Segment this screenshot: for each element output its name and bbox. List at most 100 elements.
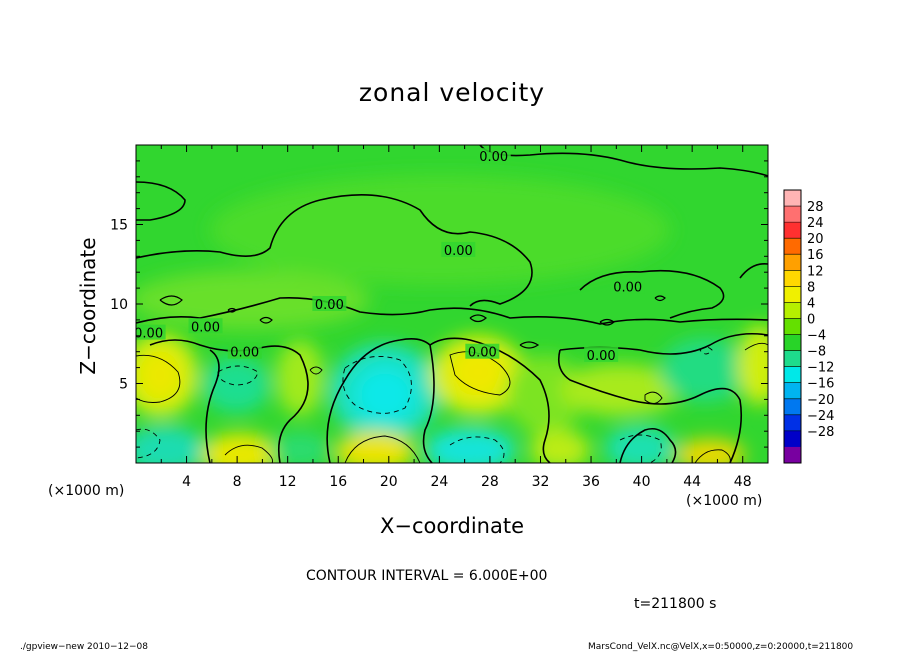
shade-blob [738,325,768,405]
contour-label-bg [312,296,347,311]
x-ticks: 4 8 12 16 20 24 28 32 36 40 44 48 [160,145,752,490]
contour-label: 0.00 [191,320,220,335]
colorbar-label: −24 [807,409,834,424]
x-tick-label: 32 [532,474,550,490]
plot-area: 0.00 0.00 0.00 0.00 0.00 0.00 0.00 0.00 0.00 [134,145,768,463]
negative-contours [136,346,713,463]
x-tick-label: 12 [279,474,297,490]
colorbar-swatch [784,222,801,239]
shade-blob [675,439,745,463]
x-unit-left: (×1000 m) [48,483,125,499]
colorbar-frame [783,189,802,464]
colorbar-swatch [784,190,801,207]
positive-contour [136,354,181,403]
shade-blob [335,432,415,463]
colorbar-swatch [784,350,801,368]
shade-blob [270,432,330,463]
colorbar-label: 24 [807,216,824,231]
shade-blob [530,430,590,463]
contour-label: 0.00 [230,346,259,361]
colorbar-label: −28 [807,425,834,440]
x-tick-label: 24 [430,474,448,490]
shade-blob [136,426,205,463]
y-axis-label: Z−coordinate [76,237,100,375]
x-tick-label: 44 [683,474,701,490]
contour-label-bg [441,241,476,257]
negative-contour [449,436,505,463]
x-tick-label: 48 [734,474,752,490]
positive-contour [344,435,421,463]
contour-label-bg [584,346,619,362]
colorbar-label: −4 [807,329,826,344]
colorbar-label: 4 [807,296,815,311]
y-tick-label: 10 [110,297,128,313]
x-unit-right: (×1000 m) [686,493,763,509]
noise-contour [519,341,540,349]
contour-label: 0.00 [444,244,473,259]
shade-blob [202,433,278,463]
colorbar-label: −12 [807,361,834,376]
colorbar-swatch [784,254,801,271]
noise-contour [654,295,666,302]
colorbar-label: −20 [807,393,834,408]
colorbar-label: 28 [807,200,824,215]
colorbar-label: −8 [807,345,826,360]
x-tick-label: 4 [182,474,191,490]
x-axis-label: X−coordinate [380,514,524,538]
negative-contour [342,355,412,414]
x-tick-label: 40 [633,474,651,490]
zero-contour [136,194,533,307]
zero-contour [739,262,768,279]
shade-blob [136,270,370,330]
colorbar-swatch [784,286,801,303]
colorbar-label: 16 [807,248,824,263]
positive-contour [744,342,768,351]
colorbar-label: 12 [807,264,824,279]
contour-label: 0.00 [613,281,642,296]
noise-contour [159,295,183,306]
shade-blob [140,351,180,399]
contour-interval: CONTOUR INTERVAL = 6.000E+00 [306,568,548,584]
y-tick-label: 5 [119,377,128,393]
colorbar-swatch [784,206,801,223]
zero-contour [557,349,743,463]
footer-source: MarsCond_VelX.nc@VelX,x=0:50000,z=0:2000… [588,642,854,652]
contour-label: 0.00 [468,346,497,361]
time-stamp: t=211800 s [634,596,717,612]
y-ticks: 5 10 15 [110,160,768,448]
colorbar-swatch [784,414,801,432]
zero-contour [136,296,768,325]
zero-contour [579,269,725,319]
thin-contours [136,342,768,463]
positive-contour [224,444,273,463]
noise-contour [469,314,487,323]
y-tick-label: 15 [110,218,128,234]
colorbar-swatch [784,366,801,384]
colorbar-label: −16 [807,377,834,392]
zero-contour [149,339,309,463]
contour-label: 0.00 [587,349,616,364]
positive-contour [644,391,663,404]
noise-contour [227,307,237,313]
colorbar-swatch [784,398,801,416]
colorbar-swatch [784,446,801,464]
noise-contour [599,318,615,326]
x-tick-label: 8 [233,474,242,490]
negative-contour [699,346,713,355]
shade-blob [202,357,270,413]
contour-label-bg [465,343,500,359]
negative-contour [619,434,662,463]
contour-label-bg [476,148,511,164]
zero-contour [479,145,768,177]
negative-contour [136,428,161,459]
colorbar-swatch [784,382,801,400]
contour-label: 0.00 [315,298,344,313]
contour-label: 0.00 [134,327,163,342]
zero-contour [205,349,220,463]
colorbar-label: 0 [807,312,815,327]
shade-blob [425,428,515,463]
contour-label: 0.00 [479,150,508,165]
positive-contour [694,449,731,463]
